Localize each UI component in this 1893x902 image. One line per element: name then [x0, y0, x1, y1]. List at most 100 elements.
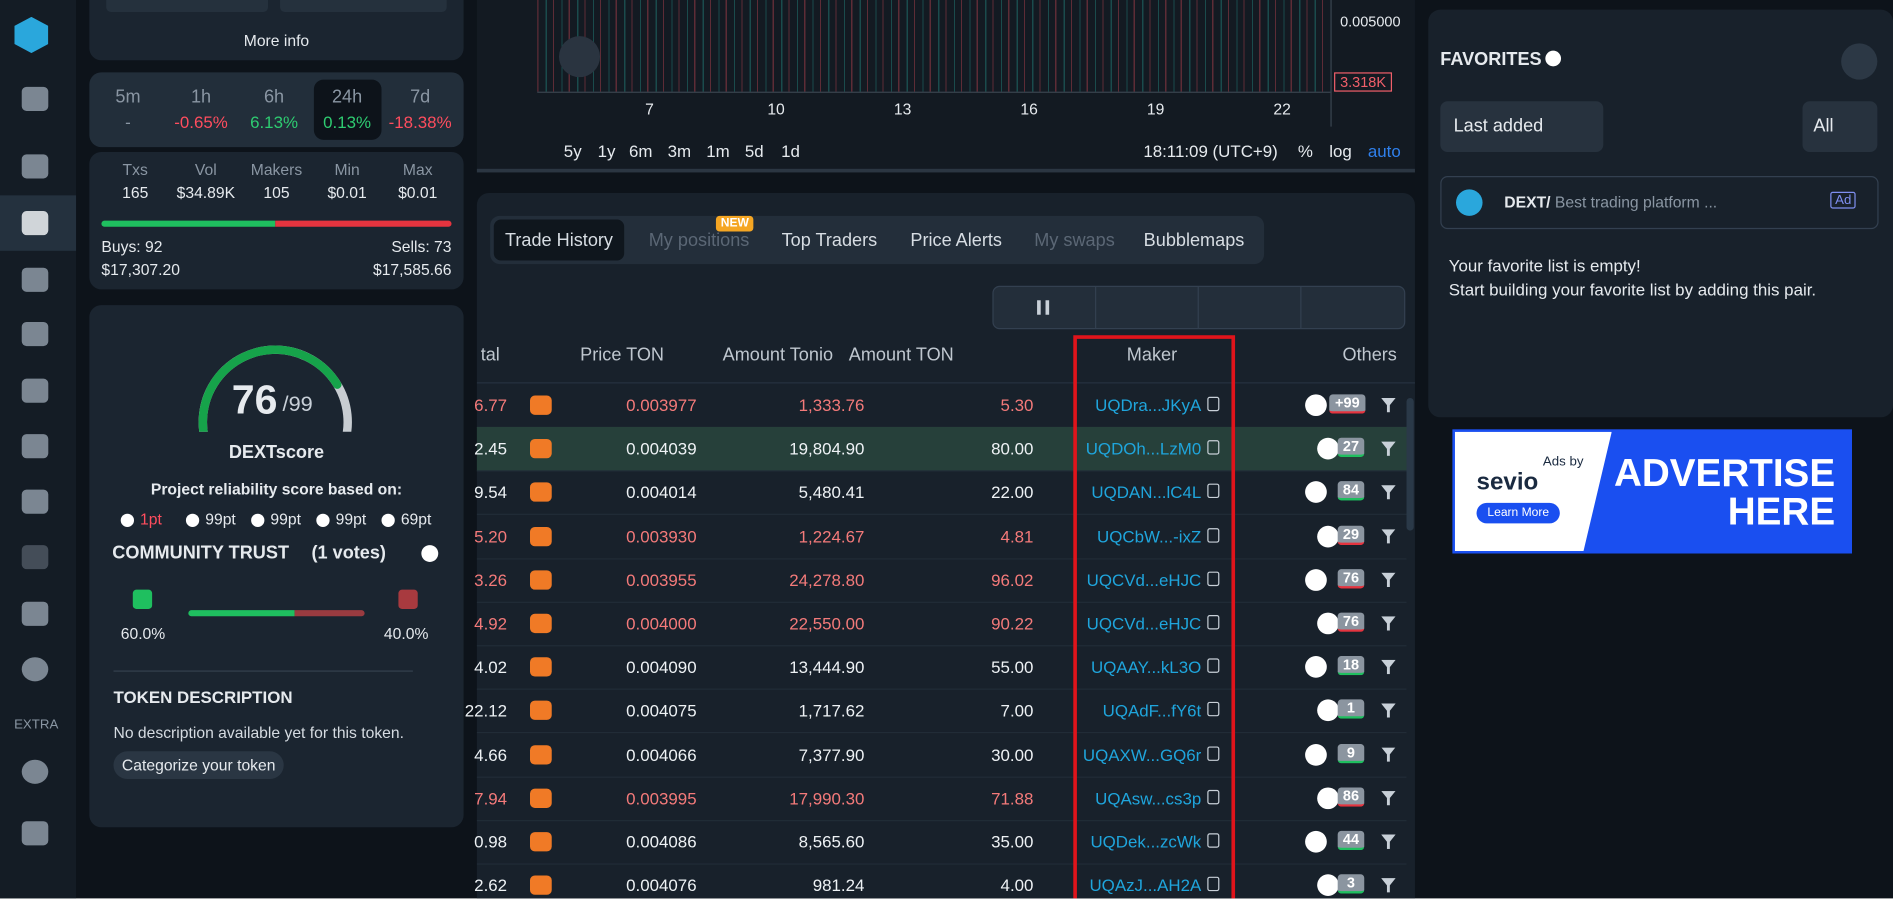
tab[interactable]: Top Traders	[769, 219, 890, 260]
copy-icon[interactable]	[1207, 615, 1220, 630]
column-header[interactable]: Price TON	[580, 344, 665, 366]
filter-icon[interactable]	[1381, 528, 1396, 544]
others-badge[interactable]: 9	[1337, 743, 1365, 763]
chart-option[interactable]: %	[1297, 141, 1313, 161]
close-button[interactable]	[1841, 43, 1878, 80]
info-icon[interactable]	[1545, 50, 1562, 67]
timeframe[interactable]: 1h -0.65%	[167, 80, 235, 140]
range-button[interactable]: 3m	[667, 141, 692, 161]
filter-icon[interactable]	[1381, 703, 1396, 718]
range-button[interactable]: 6m	[629, 141, 653, 161]
filter-icon[interactable]	[1381, 616, 1396, 631]
promo[interactable]: DEXT/ Best trading platform ... Ad	[1440, 176, 1879, 230]
chart-option[interactable]: log	[1329, 141, 1352, 161]
ad-banner[interactable]: Ads by sevio Learn More ADVERTISE HERE	[1452, 429, 1852, 554]
timeframe[interactable]: 7d -18.38%	[386, 80, 454, 140]
tab[interactable]: My swaps	[1020, 219, 1129, 260]
filter-icon[interactable]	[1381, 790, 1396, 806]
trade-row[interactable]: 0.98 0.004086 8,565.60 35.00 UQDek...zcWk 44	[474, 820, 1407, 865]
scrollbar[interactable]	[1406, 397, 1414, 531]
filter-icon[interactable]	[1381, 441, 1396, 457]
copy-icon[interactable]	[1207, 571, 1220, 586]
nav-icon[interactable]	[21, 545, 49, 570]
copy-icon[interactable]	[1207, 789, 1220, 805]
others-badge[interactable]: 18	[1337, 656, 1365, 676]
more-info[interactable]: More info	[243, 31, 310, 50]
maker[interactable]: UQCbW...-ixZ	[1097, 526, 1202, 546]
trade-row[interactable]: 9.54 0.004014 5,480.41 22.00 UQDAN...lC4L 84	[474, 471, 1407, 516]
trade-row[interactable]: 2.62 0.004076 981.24 4.00 UQAzJ...AH2A 3	[474, 864, 1407, 899]
nav-icon[interactable]	[21, 489, 49, 514]
nav-icon[interactable]	[21, 434, 49, 459]
copy-icon[interactable]	[1207, 527, 1220, 543]
nav-icon[interactable]	[21, 86, 49, 111]
maker[interactable]: UQAdF...fY6t	[1102, 701, 1202, 721]
nav-icon[interactable]	[21, 759, 49, 784]
filter-icon[interactable]	[1381, 659, 1396, 675]
column-header[interactable]: tal	[480, 344, 500, 366]
filter-icon[interactable]	[1381, 834, 1396, 849]
timeframe[interactable]: 6h 6.13%	[240, 80, 308, 140]
maker[interactable]: UQCVd...eHJC	[1086, 613, 1202, 634]
pause-button[interactable]	[1037, 300, 1050, 315]
trade-row[interactable]: 4.02 0.004090 13,444.90 55.00 UQAAY...kL3O 18	[474, 645, 1407, 691]
tab[interactable]: Bubblemaps	[1134, 219, 1255, 260]
maker[interactable]: UQCVd...eHJC	[1086, 570, 1202, 590]
categorize-button[interactable]: Categorize your token	[113, 751, 284, 780]
tab[interactable]: My positions NEW	[634, 215, 764, 260]
range-button[interactable]: 1m	[706, 141, 730, 161]
info-icon[interactable]	[421, 545, 439, 562]
nav-icon[interactable]	[21, 657, 49, 682]
nav-icon[interactable]	[21, 321, 49, 347]
maker[interactable]: UQAXW...GQ6r	[1082, 744, 1202, 765]
copy-icon[interactable]	[1207, 396, 1220, 412]
maker[interactable]: UQDek...zcWk	[1090, 832, 1202, 852]
ad-button[interactable]: Learn More	[1476, 502, 1561, 524]
copy-icon[interactable]	[1207, 658, 1220, 674]
trade-row[interactable]: 7.94 0.003995 17,990.30 71.88 UQAsw...cs3p 86	[474, 776, 1407, 821]
thumb-down[interactable]	[398, 589, 418, 609]
tab[interactable]: Trade History	[493, 219, 625, 261]
range-button[interactable]: 1y	[597, 141, 616, 161]
nav-icon[interactable]	[21, 601, 49, 626]
maker[interactable]: UQAzJ...AH2A	[1089, 875, 1202, 896]
others-badge[interactable]: 1	[1337, 699, 1365, 720]
others-badge[interactable]: 44	[1337, 830, 1365, 851]
column-header[interactable]: Others	[1342, 344, 1397, 366]
maker[interactable]: UQDOh...LzM0	[1085, 439, 1202, 459]
copy-icon[interactable]	[1207, 833, 1220, 848]
maker[interactable]: UQDAN...lC4L	[1091, 482, 1202, 503]
others-badge[interactable]: 84	[1337, 481, 1365, 501]
trade-row[interactable]: 6.77 0.003977 1,333.76 5.30 UQDra...JKyA +99	[474, 383, 1407, 429]
filter-icon[interactable]	[1381, 397, 1396, 413]
copy-icon[interactable]	[1207, 745, 1220, 761]
copy-icon[interactable]	[1207, 702, 1220, 717]
tab[interactable]: Price Alerts	[898, 219, 1014, 260]
maker[interactable]: UQAsw...cs3p	[1095, 788, 1202, 808]
resize-bar[interactable]	[476, 168, 1415, 173]
others-badge[interactable]: 76	[1337, 568, 1365, 589]
column-header[interactable]: Maker	[1126, 344, 1178, 366]
others-badge[interactable]: 3	[1337, 874, 1365, 894]
trade-row[interactable]: 22.12 0.004075 1,717.62 7.00 UQAdF...fY6t 1	[465, 689, 1407, 734]
trade-row[interactable]: 2.45 0.004039 19,804.90 80.00 UQDOh...LzM0 27	[474, 427, 1407, 472]
trade-row[interactable]: 4.66 0.004066 7,377.90 30.00 UQAXW...GQ6r 9	[474, 733, 1407, 778]
range-button[interactable]: 5y	[563, 141, 582, 161]
trade-row[interactable]: 4.92 0.004000 22,550.00 90.22 UQCVd...eHJC 76	[474, 602, 1407, 647]
nav-icon[interactable]	[21, 154, 49, 179]
column-header[interactable]: Amount Tonio	[722, 344, 834, 366]
maker[interactable]: UQDra...JKyA	[1095, 395, 1202, 415]
chart-option[interactable]: auto	[1367, 141, 1401, 161]
filter-icon[interactable]	[1381, 572, 1396, 588]
others-badge[interactable]: 29	[1337, 525, 1365, 545]
sort-dropdown[interactable]: Last added	[1440, 101, 1604, 152]
others-badge[interactable]: 76	[1337, 612, 1365, 632]
maker[interactable]: UQAAY...kL3O	[1091, 657, 1202, 677]
timeframe[interactable]: 5m -	[94, 80, 162, 140]
filter-dropdown[interactable]: All	[1802, 101, 1878, 152]
range-button[interactable]: 1d	[781, 141, 800, 161]
nav-icon[interactable]	[21, 821, 49, 846]
nav-icon[interactable]	[21, 211, 49, 236]
others-badge[interactable]: 27	[1337, 437, 1365, 458]
range-button[interactable]: 5d	[744, 141, 764, 161]
